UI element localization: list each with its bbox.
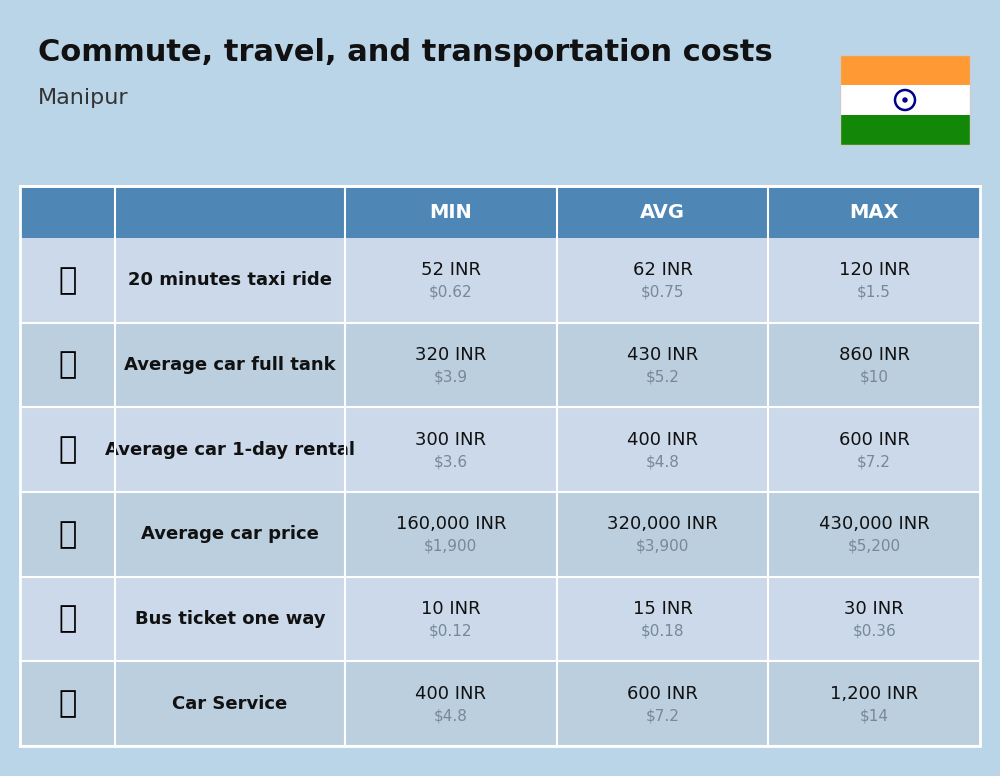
- Bar: [20, 661, 980, 746]
- Text: 10 INR: 10 INR: [421, 600, 481, 618]
- Text: Commute, travel, and transportation costs: Commute, travel, and transportation cost…: [38, 38, 773, 67]
- Text: $14: $14: [860, 708, 889, 723]
- Bar: [840, 55, 970, 145]
- Text: Average car price: Average car price: [141, 525, 319, 543]
- Text: 🔧: 🔧: [58, 689, 77, 718]
- Bar: [20, 186, 980, 746]
- Text: $0.12: $0.12: [429, 623, 473, 639]
- Text: $0.36: $0.36: [852, 623, 896, 639]
- Text: $4.8: $4.8: [646, 454, 679, 469]
- Text: 300 INR: 300 INR: [415, 431, 486, 449]
- Text: $7.2: $7.2: [857, 454, 891, 469]
- Text: 600 INR: 600 INR: [627, 684, 698, 702]
- Text: AVG: AVG: [640, 203, 685, 221]
- Text: 320,000 INR: 320,000 INR: [607, 515, 718, 533]
- Text: 52 INR: 52 INR: [421, 262, 481, 279]
- Bar: [840, 85, 970, 115]
- Bar: [20, 577, 980, 661]
- Text: Manipur: Manipur: [38, 88, 129, 108]
- Text: $0.18: $0.18: [641, 623, 684, 639]
- Text: $1,900: $1,900: [424, 539, 477, 554]
- Text: $4.8: $4.8: [434, 708, 468, 723]
- Text: 15 INR: 15 INR: [633, 600, 692, 618]
- Text: $3.6: $3.6: [434, 454, 468, 469]
- Text: $5,200: $5,200: [848, 539, 901, 554]
- Text: 400 INR: 400 INR: [627, 431, 698, 449]
- Text: MAX: MAX: [849, 203, 899, 221]
- Text: 320 INR: 320 INR: [415, 346, 486, 364]
- Text: 120 INR: 120 INR: [839, 262, 910, 279]
- Bar: [20, 407, 980, 492]
- Text: 🚌: 🚌: [58, 605, 77, 633]
- Bar: [20, 492, 980, 577]
- Text: 🚗: 🚗: [58, 520, 77, 549]
- Text: Car Service: Car Service: [172, 695, 288, 712]
- Text: 860 INR: 860 INR: [839, 346, 910, 364]
- Bar: [840, 55, 970, 85]
- Circle shape: [903, 98, 907, 102]
- Text: 600 INR: 600 INR: [839, 431, 910, 449]
- Text: $3.9: $3.9: [434, 369, 468, 384]
- Text: 62 INR: 62 INR: [633, 262, 692, 279]
- Bar: [20, 238, 980, 323]
- Text: 30 INR: 30 INR: [844, 600, 904, 618]
- Text: $0.62: $0.62: [429, 285, 473, 300]
- Text: 400 INR: 400 INR: [415, 684, 486, 702]
- Text: Average car full tank: Average car full tank: [124, 356, 336, 374]
- Text: 🚙: 🚙: [58, 435, 77, 464]
- Text: $10: $10: [860, 369, 889, 384]
- Text: ⛽: ⛽: [58, 351, 77, 379]
- Text: $1.5: $1.5: [857, 285, 891, 300]
- Text: 160,000 INR: 160,000 INR: [396, 515, 506, 533]
- Text: $5.2: $5.2: [646, 369, 679, 384]
- Text: $0.75: $0.75: [641, 285, 684, 300]
- Text: Bus ticket one way: Bus ticket one way: [135, 610, 325, 628]
- Text: 430,000 INR: 430,000 INR: [819, 515, 930, 533]
- Text: $3,900: $3,900: [636, 539, 689, 554]
- Text: $7.2: $7.2: [646, 708, 679, 723]
- Bar: [840, 115, 970, 145]
- Text: 🚕: 🚕: [58, 266, 77, 295]
- Bar: [20, 186, 980, 238]
- Text: MIN: MIN: [429, 203, 472, 221]
- Text: 20 minutes taxi ride: 20 minutes taxi ride: [128, 272, 332, 289]
- Text: 430 INR: 430 INR: [627, 346, 698, 364]
- Bar: [20, 323, 980, 407]
- Text: Average car 1-day rental: Average car 1-day rental: [105, 441, 355, 459]
- Text: 1,200 INR: 1,200 INR: [830, 684, 918, 702]
